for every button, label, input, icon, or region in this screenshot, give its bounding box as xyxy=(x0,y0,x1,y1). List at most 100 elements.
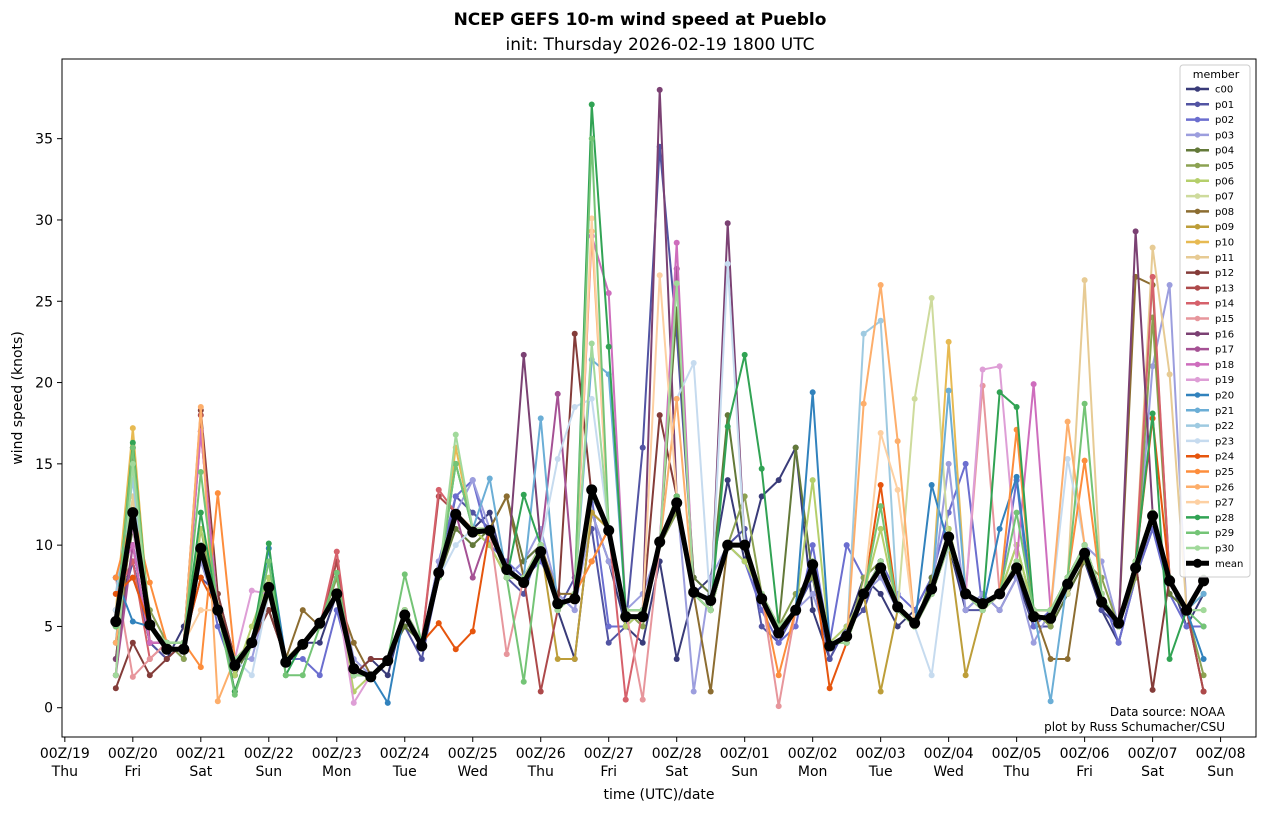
x-tick-day: Mon xyxy=(322,764,352,780)
data-point-p23 xyxy=(588,395,595,402)
legend-label: p05 xyxy=(1215,161,1234,172)
data-point-mean xyxy=(943,531,955,543)
data-point-mean xyxy=(229,659,241,671)
data-point-p02 xyxy=(316,672,323,679)
data-point-mean xyxy=(1062,578,1074,590)
x-tick-day: Sun xyxy=(731,764,758,780)
x-tick-label: 00Z/21 xyxy=(176,746,226,762)
data-point-p03 xyxy=(945,460,952,467)
legend-item-mean: mean xyxy=(1186,558,1243,570)
data-point-p08 xyxy=(299,607,306,614)
legend-item-p15: p15 xyxy=(1186,314,1234,325)
x-tick-day: Sat xyxy=(665,764,688,780)
data-point-mean xyxy=(280,656,292,668)
y-tick-label: 25 xyxy=(35,294,53,310)
data-point-p29 xyxy=(197,468,204,475)
x-tick-day: Thu xyxy=(527,764,554,780)
data-point-p12 xyxy=(112,685,119,692)
x-tick-day: Sat xyxy=(189,764,212,780)
data-point-p28 xyxy=(996,389,1003,396)
data-point-p06 xyxy=(741,558,748,565)
data-point-p29 xyxy=(299,672,306,679)
data-point-p26 xyxy=(214,698,221,705)
legend-item-p10: p10 xyxy=(1186,238,1234,249)
data-point-p22 xyxy=(877,317,884,324)
data-point-p02 xyxy=(843,542,850,549)
data-point-p15 xyxy=(129,673,136,680)
legend-marker xyxy=(1194,361,1201,368)
data-point-mean xyxy=(654,536,666,548)
data-point-p19 xyxy=(996,363,1003,370)
data-point-mean xyxy=(739,539,751,551)
legend-marker xyxy=(1194,315,1201,322)
legend-marker xyxy=(1194,438,1201,444)
data-point-mean xyxy=(722,539,734,551)
data-point-mean xyxy=(1164,575,1176,587)
legend-item-p14: p14 xyxy=(1186,299,1234,310)
data-point-p17 xyxy=(469,574,476,581)
data-point-c00 xyxy=(384,672,391,679)
legend-item-p05: p05 xyxy=(1186,161,1234,172)
data-point-p03 xyxy=(571,607,578,614)
data-point-mean xyxy=(875,562,887,574)
data-point-c00 xyxy=(877,590,884,597)
data-point-p12 xyxy=(367,655,374,662)
data-point-mean xyxy=(195,542,207,554)
data-point-mean xyxy=(399,609,411,621)
data-point-p18 xyxy=(146,639,153,646)
data-point-p27 xyxy=(894,486,901,493)
data-point-p09 xyxy=(554,655,561,662)
legend-label: p08 xyxy=(1215,207,1234,218)
data-point-mean xyxy=(977,598,989,610)
data-point-p08 xyxy=(707,688,714,695)
data-point-c00 xyxy=(639,639,646,646)
data-point-mean xyxy=(960,588,972,600)
data-point-p15 xyxy=(775,703,782,710)
x-tick-day: Tue xyxy=(392,764,417,780)
y-tick: 30 xyxy=(35,213,62,229)
data-point-mean xyxy=(450,508,462,520)
legend-label: p09 xyxy=(1215,222,1234,233)
legend-marker xyxy=(1194,468,1201,475)
x-tick: 00Z/23 Mon xyxy=(312,737,362,780)
data-point-p17 xyxy=(554,390,561,397)
data-point-p08 xyxy=(1064,655,1071,662)
data-point-p02 xyxy=(605,623,612,630)
data-point-mean xyxy=(790,604,802,616)
data-point-mean xyxy=(144,619,156,631)
data-point-mean xyxy=(501,564,513,576)
data-point-p02 xyxy=(1030,623,1037,630)
plot-frame xyxy=(61,58,1257,738)
x-tick: 00Z/27 Fri xyxy=(584,737,634,780)
legend-marker xyxy=(1194,346,1201,352)
legend-label: p06 xyxy=(1215,176,1234,187)
data-point-p15 xyxy=(639,696,646,703)
legend-label: p25 xyxy=(1215,467,1234,478)
data-point-p27 xyxy=(877,429,884,436)
legend-label: p17 xyxy=(1215,345,1234,356)
data-point-p28 xyxy=(520,491,527,498)
data-point-p07 xyxy=(928,295,935,302)
legend-item-c00: c00 xyxy=(1186,85,1233,96)
data-point-p27 xyxy=(588,215,595,222)
legend-marker xyxy=(1194,254,1201,261)
x-tick-label: 00Z/04 xyxy=(924,746,974,762)
data-point-p05 xyxy=(180,655,187,662)
y-tick-label: 30 xyxy=(35,213,53,229)
chart-title: NCEP GEFS 10-m wind speed at Pueblo xyxy=(454,10,827,30)
data-point-p30 xyxy=(112,672,119,679)
data-point-mean xyxy=(926,583,938,595)
x-tick-day: Thu xyxy=(51,764,78,780)
legend-box xyxy=(1179,64,1251,578)
x-tick: 00Z/25 Wed xyxy=(448,737,498,780)
legend-marker xyxy=(1194,162,1201,169)
data-point-p26 xyxy=(1064,418,1071,425)
data-point-p30 xyxy=(588,340,595,347)
y-tick-label: 20 xyxy=(35,376,53,392)
y-tick-label: 35 xyxy=(35,132,53,148)
data-point-p24 xyxy=(129,574,136,581)
data-point-p28 xyxy=(129,439,136,446)
data-point-p23 xyxy=(571,403,578,410)
data-point-p02 xyxy=(214,623,221,630)
legend-item-p28: p28 xyxy=(1186,513,1234,524)
